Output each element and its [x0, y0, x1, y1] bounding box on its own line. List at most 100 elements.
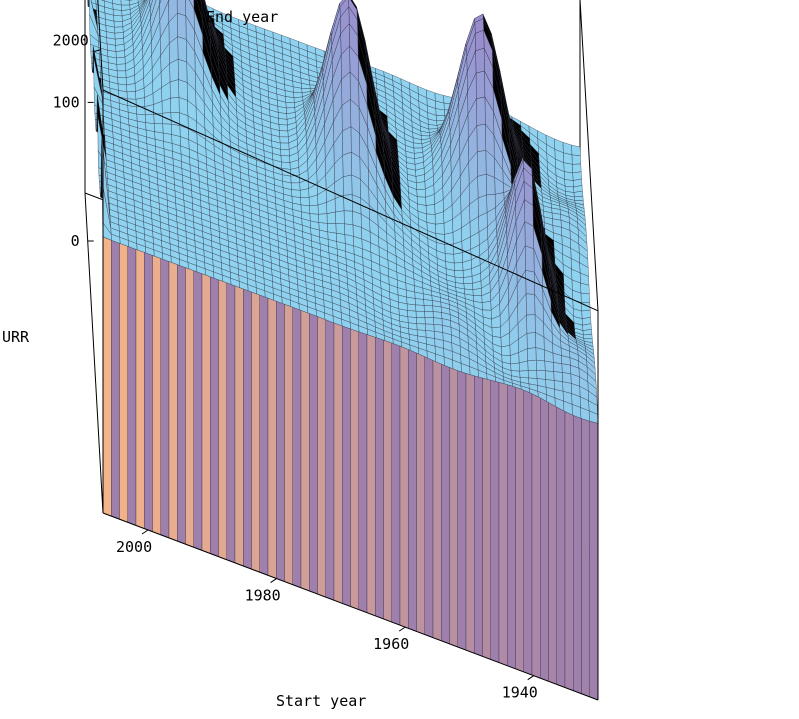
curtain-panel [144, 252, 153, 532]
surface-patch [486, 173, 496, 196]
curtain-panel [375, 336, 384, 620]
surface-patch [477, 150, 487, 177]
surface-patch [435, 223, 445, 235]
curtain-panel [465, 373, 475, 654]
curtain-panel [523, 389, 533, 676]
surface-patch [424, 317, 434, 325]
surface-patch [475, 29, 485, 52]
curtain-panel [168, 261, 178, 542]
surface-patch [120, 0, 130, 6]
curtain-panel [589, 420, 599, 701]
curtain-panel [366, 334, 376, 617]
surface-patch [491, 326, 501, 338]
curtain-panel [127, 246, 137, 526]
curtain-panel [276, 300, 285, 582]
surface-patch [309, 204, 319, 215]
end-year-axis-title: End year [206, 8, 278, 26]
surface-patch [406, 303, 417, 312]
surface-patch [423, 299, 433, 307]
surface-patch [154, 123, 164, 134]
surface-patch [342, 126, 352, 156]
curtain-panel [416, 352, 425, 635]
surface-patch [413, 142, 423, 149]
surface-patch [285, 96, 295, 103]
surface-patch [177, 58, 188, 83]
surface-patch [416, 323, 426, 331]
surface-patch [116, 63, 126, 72]
surface-patch [424, 311, 434, 318]
surface-patch [535, 347, 545, 362]
surface-patch [278, 118, 288, 126]
surface-patch [290, 182, 301, 191]
surface-patch [527, 347, 537, 362]
tick-layer: 20001980196019402000198019600100200300 [53, 32, 538, 702]
box-front-floor-edge [102, 512, 599, 701]
curtain-panel [201, 273, 211, 554]
surface-patch [524, 221, 534, 250]
surface-patch [454, 270, 464, 278]
surface-patch [527, 359, 537, 371]
surface-patch [416, 317, 426, 325]
surface-patch [290, 174, 300, 184]
start-year-axis-title: Start year [276, 692, 366, 710]
curtain-layer [102, 236, 599, 701]
surface-patch [126, 91, 137, 100]
surface-patch [170, 97, 180, 113]
surface-patch [113, 21, 123, 28]
start-year-tick-mark [527, 675, 534, 681]
surface-patch [536, 359, 546, 371]
surface-patch [580, 292, 590, 303]
urr-tick-label: 0 [71, 232, 80, 250]
curtain-panel [185, 267, 194, 548]
curtain-panel [226, 282, 236, 564]
curtain-panel [309, 313, 318, 595]
surface-patch [169, 79, 180, 99]
surface-patch [571, 154, 581, 165]
curtain-panel [210, 276, 219, 557]
surface-patch [561, 363, 571, 375]
curtain-panel [515, 386, 524, 673]
curtain-panel [234, 285, 244, 567]
surface-patch [453, 262, 464, 271]
surface-patch [281, 161, 291, 170]
curtain-panel [457, 370, 467, 651]
curtain-panel [358, 331, 368, 613]
surface-patch [416, 189, 426, 198]
surface-patch [344, 223, 354, 237]
surface-patch [327, 223, 337, 234]
surface-patch [318, 213, 328, 224]
surface-patch [280, 149, 290, 157]
surface-patch [343, 210, 354, 226]
surface-patch [476, 123, 486, 153]
surface-patch [280, 155, 291, 163]
curtain-panel [325, 319, 335, 601]
surface-patch [326, 211, 336, 224]
urr-tick-label: 100 [53, 93, 80, 111]
surface-patch [178, 79, 188, 101]
surface-patch [545, 370, 555, 381]
curtain-panel [548, 402, 557, 685]
surface-patch [463, 283, 473, 290]
surface-patch [475, 47, 485, 74]
surface-patch [564, 171, 574, 181]
curtain-panel [540, 397, 549, 682]
start-year-tick-mark [398, 626, 406, 632]
surface-patch [563, 162, 573, 174]
surface-patch [343, 194, 353, 212]
surface-patch [425, 323, 435, 332]
surface-patch [278, 124, 288, 132]
start-year-tick-label: 1940 [502, 684, 538, 702]
surface-patch [300, 197, 310, 206]
urr-axis-title: URR [2, 328, 30, 346]
box-right-top-edge [579, 0, 599, 311]
curtain-panel [441, 363, 450, 645]
curtain-panel [218, 279, 227, 561]
curtain-panel [383, 339, 392, 623]
surface-patch [553, 362, 563, 373]
curtain-panel [573, 415, 582, 695]
surface-patch [526, 314, 536, 334]
curtain-panel [564, 411, 574, 691]
surface-patch [476, 96, 486, 126]
